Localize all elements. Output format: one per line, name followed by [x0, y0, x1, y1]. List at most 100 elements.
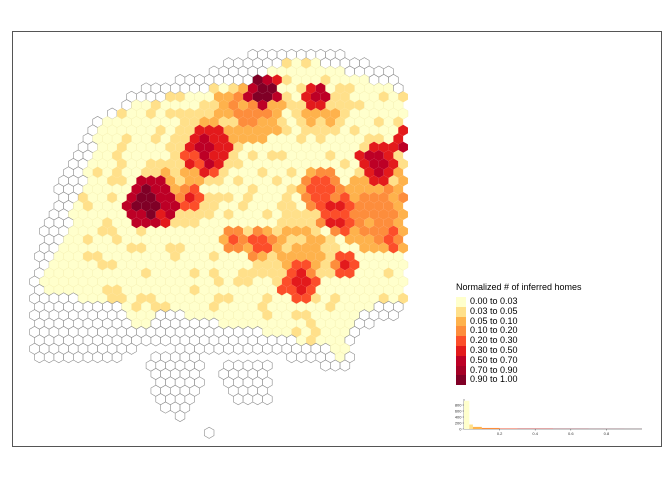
- hex-cell-empty: [174, 410, 186, 422]
- hex-cell: [136, 225, 147, 237]
- hex-cell: [393, 133, 404, 145]
- hex-cell: [378, 292, 389, 304]
- hex-cell: [257, 82, 268, 94]
- hex-cell: [116, 175, 127, 187]
- hex-cell-empty: [73, 351, 84, 364]
- hex-cell: [175, 208, 185, 220]
- hex-cell: [204, 175, 214, 187]
- hex-cell: [262, 309, 273, 321]
- hex-cell: [320, 192, 331, 204]
- hex-cell: [199, 150, 210, 162]
- hex-cell: [354, 150, 365, 162]
- hex-cell: [209, 166, 219, 178]
- hex-cell: [136, 208, 147, 220]
- hex-cell: [340, 259, 350, 271]
- hex-cell: [344, 250, 355, 262]
- legend-label: 0.90 to 1.00: [470, 374, 518, 385]
- hex-cell: [359, 208, 370, 220]
- hex-cell: [146, 108, 156, 120]
- hex-cell: [213, 292, 224, 304]
- hex-cell: [223, 124, 234, 136]
- hex-cell: [116, 108, 127, 120]
- y-tick-label: 400: [455, 414, 462, 419]
- hex-cell: [364, 217, 375, 229]
- hex-cell: [204, 208, 214, 220]
- hex-cell: [393, 200, 404, 212]
- hex-cell: [267, 82, 278, 94]
- legend: Normalized # of inferred homes 0.00 to 0…: [456, 282, 646, 386]
- hex-cell: [184, 141, 195, 153]
- hex-cell: [286, 183, 297, 195]
- hex-cell: [388, 242, 399, 254]
- hex-cell: [272, 225, 282, 237]
- hex-cell: [252, 225, 263, 237]
- hex-cell: [107, 175, 117, 187]
- hex-cell: [170, 183, 181, 195]
- histogram-bar: [481, 427, 500, 429]
- hex-cell: [209, 267, 219, 279]
- hex-cell: [136, 292, 147, 304]
- hex-cell-empty: [82, 351, 94, 364]
- hex-cell: [252, 124, 263, 136]
- hex-cell: [112, 150, 122, 162]
- hex-cell: [398, 225, 408, 237]
- hex-cell-empty: [252, 342, 263, 355]
- hex-cell: [141, 183, 151, 195]
- hex-cell-empty: [364, 317, 375, 330]
- hex-cell: [369, 208, 379, 220]
- hex-cell: [209, 99, 219, 111]
- hex-cell: [238, 200, 248, 212]
- hex-cell: [349, 259, 360, 271]
- hex-cell: [325, 217, 336, 229]
- hex-cell: [388, 208, 399, 220]
- hex-cell: [257, 99, 268, 111]
- hex-cell: [286, 284, 297, 296]
- hex-cell: [257, 250, 268, 262]
- hex-cell: [267, 267, 278, 279]
- hex-cell: [155, 175, 166, 187]
- legend-label: 0.30 to 0.50: [470, 344, 518, 355]
- hex-cell: [189, 150, 200, 162]
- hex-cell: [310, 124, 321, 136]
- hex-cell: [131, 217, 142, 229]
- hex-cell: [330, 91, 341, 103]
- hex-cell: [306, 267, 316, 279]
- hex-cell: [233, 141, 244, 153]
- hex-cell-empty: [320, 359, 331, 372]
- hex-cell: [223, 292, 234, 304]
- hex-cell: [267, 116, 278, 128]
- hex-cell: [286, 217, 297, 229]
- legend-swatch: [456, 355, 466, 366]
- hex-cell: [310, 91, 321, 103]
- hex-cell: [170, 166, 181, 178]
- hex-cell: [223, 225, 234, 237]
- hex-cell: [277, 267, 287, 279]
- hex-cell: [315, 99, 326, 111]
- hex-cell: [180, 166, 190, 178]
- hex-cell: [359, 192, 370, 204]
- hex-cell: [286, 200, 297, 212]
- hex-cell-empty: [126, 342, 137, 355]
- hex-cell: [306, 334, 316, 346]
- hex-cell: [247, 133, 258, 145]
- hex-cell: [180, 133, 190, 145]
- hex-cell: [398, 141, 408, 153]
- hex-cell: [378, 208, 389, 220]
- hex-cell: [378, 175, 389, 187]
- hex-cell: [296, 133, 307, 145]
- hex-cell: [243, 276, 253, 288]
- hex-cell: [180, 217, 190, 229]
- hex-cell: [262, 108, 273, 120]
- hex-cell: [296, 284, 307, 296]
- hex-cell: [374, 166, 384, 178]
- hex-cell: [398, 292, 408, 304]
- hex-cell: [223, 108, 234, 120]
- hex-cell: [344, 217, 355, 229]
- hex-cell: [213, 158, 224, 170]
- hex-cell: [272, 108, 282, 120]
- hex-cell: [209, 150, 219, 162]
- hex-cell: [175, 91, 185, 103]
- hex-cell: [378, 192, 389, 204]
- hex-cell-empty: [242, 393, 254, 406]
- hex-cell: [383, 150, 394, 162]
